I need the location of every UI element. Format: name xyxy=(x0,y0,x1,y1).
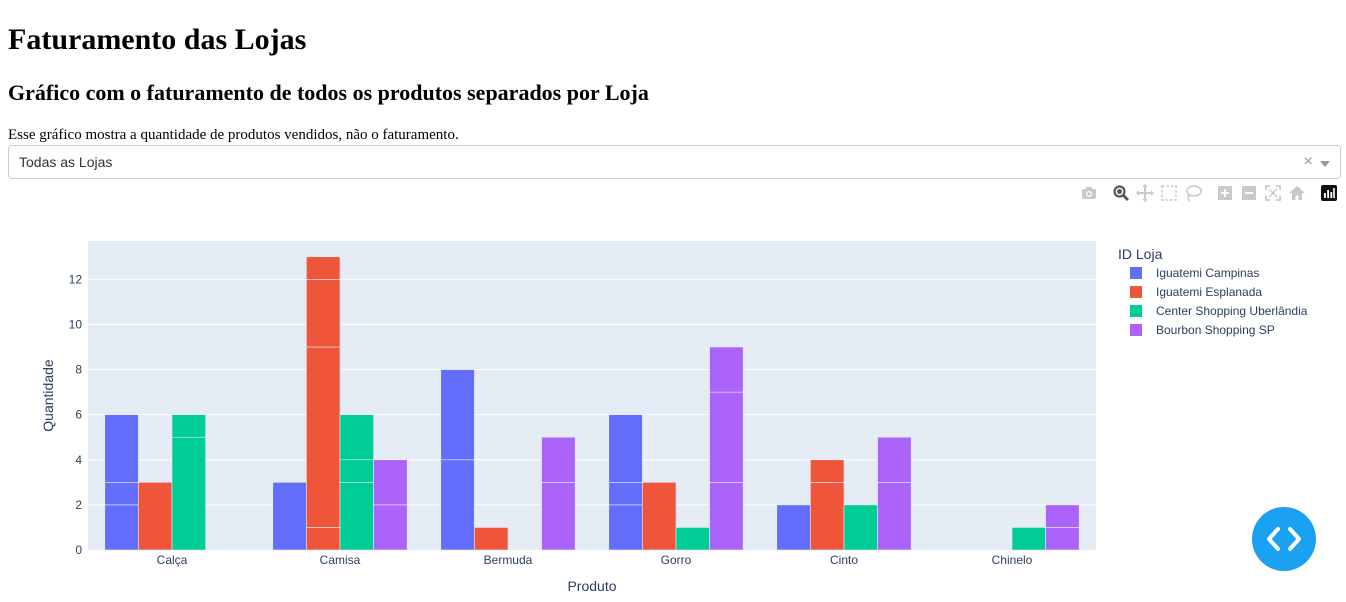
autoscale-icon[interactable] xyxy=(1264,184,1282,202)
zoom-in-icon[interactable] xyxy=(1216,184,1234,202)
y-tick-label: 8 xyxy=(75,363,82,377)
chevron-down-icon[interactable] xyxy=(1320,161,1330,167)
legend-label: Bourbon Shopping SP xyxy=(1156,323,1275,337)
bar-segment xyxy=(440,459,475,551)
lasso-select-icon[interactable] xyxy=(1184,184,1202,202)
dropdown-selected-value: Todas as Lojas xyxy=(19,154,113,170)
bar-segment xyxy=(306,256,341,280)
bar-segment xyxy=(104,482,139,506)
legend-label: Iguatemi Campinas xyxy=(1156,266,1259,280)
code-icon xyxy=(1267,527,1301,551)
clear-icon[interactable]: × xyxy=(1303,153,1313,170)
bar-segment xyxy=(306,346,341,528)
y-tick-label: 6 xyxy=(75,408,82,422)
bar-segment xyxy=(373,504,408,551)
legend-swatch xyxy=(1130,267,1142,279)
legend-label: Center Shopping Uberlândia xyxy=(1156,304,1308,318)
bar-segment xyxy=(877,436,912,483)
y-tick-label: 12 xyxy=(69,272,83,286)
bar-segment xyxy=(675,527,710,551)
bar-segment xyxy=(104,504,139,551)
x-tick-label: Calça xyxy=(157,553,188,567)
bar-segment xyxy=(709,346,744,393)
bar-segment xyxy=(843,504,878,551)
bar-segment xyxy=(776,504,811,551)
bar-segment xyxy=(171,436,206,551)
x-tick-label: Bermuda xyxy=(484,553,533,567)
plot-background xyxy=(88,241,1096,550)
bar-segment xyxy=(642,482,677,551)
bar-segment xyxy=(272,482,307,551)
bar-segment xyxy=(373,459,408,506)
bar-segment xyxy=(171,414,206,438)
page-title: Faturamento das Lojas xyxy=(8,23,307,56)
page-subtitle: Gráfico com o faturamento de todos os pr… xyxy=(8,80,649,105)
y-tick-label: 0 xyxy=(75,543,82,557)
bar-segment xyxy=(440,369,475,461)
bar-segment xyxy=(1011,527,1046,551)
legend-swatch xyxy=(1130,286,1142,298)
x-axis-title: Produto xyxy=(567,578,616,594)
bar-segment xyxy=(608,414,643,483)
bar-segment xyxy=(306,527,341,551)
legend-swatch xyxy=(1130,324,1142,336)
legend-label: Iguatemi Esplanada xyxy=(1156,285,1262,299)
pan-icon[interactable] xyxy=(1136,184,1154,202)
bar-segment xyxy=(810,482,845,551)
store-dropdown[interactable]: Todas as Lojas × xyxy=(8,145,1341,179)
chart-description: Esse gráfico mostra a quantidade de prod… xyxy=(8,127,459,143)
bar-segment xyxy=(541,482,576,551)
y-tick-label: 10 xyxy=(69,317,83,331)
bar-segment xyxy=(608,504,643,551)
bar-segment xyxy=(810,459,845,483)
bar-segment xyxy=(306,279,341,348)
bar-segment xyxy=(608,482,643,506)
x-tick-label: Camisa xyxy=(320,553,361,567)
y-tick-label: 4 xyxy=(75,453,82,467)
plotly-logo[interactable] xyxy=(1320,184,1338,202)
bar-segment xyxy=(339,459,374,483)
bar-segment xyxy=(709,482,744,551)
bar-segment xyxy=(138,482,173,551)
bar-segment xyxy=(1045,527,1080,551)
box-select-icon[interactable] xyxy=(1160,184,1178,202)
bar-segment xyxy=(877,482,912,551)
y-tick-label: 2 xyxy=(75,498,82,512)
bar-segment xyxy=(104,414,139,483)
bar-chart: 0 2 4 6 8 10 12 Calça Camisa Bermuda Gorro Cinto Chi… xyxy=(40,241,1308,594)
reset-axes-icon[interactable] xyxy=(1288,184,1306,202)
y-axis-title: Quantidade xyxy=(40,359,56,432)
legend-swatch xyxy=(1130,305,1142,317)
bar-segment xyxy=(339,482,374,551)
bar-segment xyxy=(474,527,509,551)
legend-title: ID Loja xyxy=(1118,246,1163,262)
code-toggle-button[interactable] xyxy=(1252,507,1316,571)
camera-icon[interactable] xyxy=(1080,184,1098,202)
x-tick-label: Gorro xyxy=(661,553,692,567)
bar-segment xyxy=(709,391,744,483)
zoom-icon[interactable] xyxy=(1112,184,1130,202)
bar-segment xyxy=(339,414,374,461)
bar-segment xyxy=(541,436,576,483)
x-tick-label: Cinto xyxy=(830,553,858,567)
bar-segment xyxy=(1045,504,1080,528)
x-tick-label: Chinelo xyxy=(992,553,1033,567)
zoom-out-icon[interactable] xyxy=(1240,184,1258,202)
